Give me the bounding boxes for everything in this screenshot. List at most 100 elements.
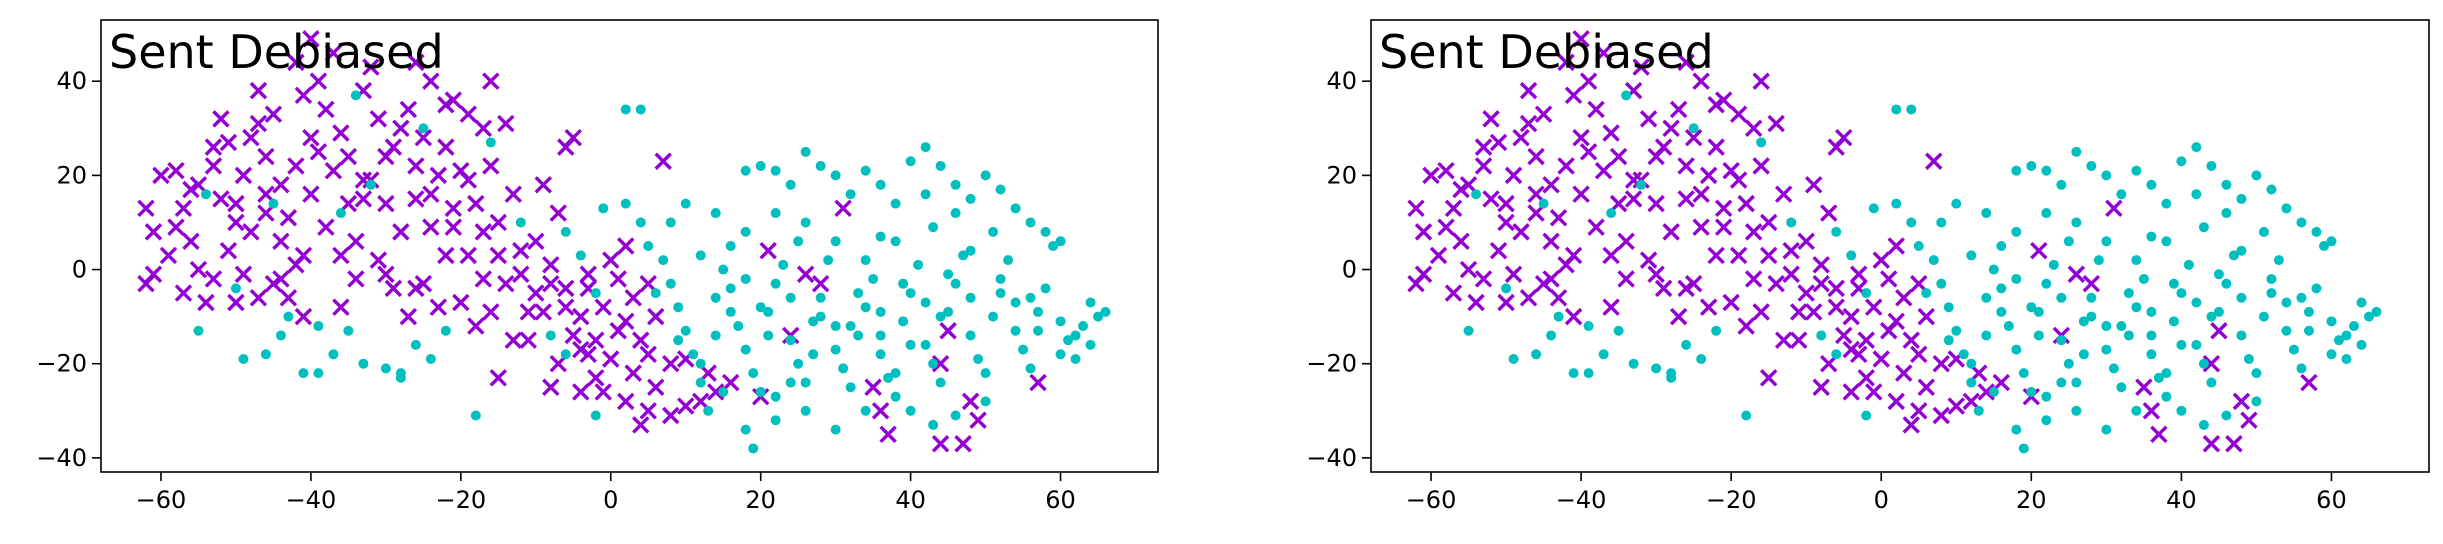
dot-marker-point	[920, 297, 931, 308]
dot-marker-point	[410, 339, 421, 350]
dot-marker-point	[785, 292, 796, 303]
dot-marker-point	[680, 325, 691, 336]
x-marker-point	[1789, 303, 1808, 321]
x-marker-point	[272, 232, 290, 250]
dot-marker-point	[1568, 368, 1579, 379]
x-marker-point	[1609, 194, 1628, 213]
dot-marker-point	[740, 165, 751, 176]
dot-marker-point	[418, 123, 429, 134]
x-axis: −60 −40 −20 0 20 40 60	[136, 472, 1076, 514]
x-marker-point	[302, 30, 320, 48]
dot-marker-point	[950, 278, 961, 289]
dot-marker-point	[1003, 255, 1014, 266]
x-marker-point	[1774, 331, 1793, 349]
dot-marker-point	[2266, 184, 2277, 195]
dot-marker-point	[853, 330, 864, 341]
dot-marker-point	[665, 217, 676, 228]
dot-marker-point	[425, 354, 436, 364]
dot-marker-point	[1951, 325, 1962, 336]
x-marker-point	[1789, 331, 1808, 349]
x-marker-point	[1737, 317, 1755, 335]
dot-marker-point	[268, 198, 279, 209]
dot-marker-point	[965, 330, 976, 341]
x-marker-point	[1767, 114, 1785, 133]
dot-marker-point	[725, 283, 736, 294]
dot-marker-point	[1025, 363, 1036, 374]
x-marker-point	[572, 383, 590, 401]
dot-marker-point	[2116, 189, 2127, 200]
dot-marker-point	[2026, 386, 2037, 397]
dot-marker-point	[800, 377, 811, 388]
x-tick-label: −20	[436, 486, 487, 514]
x-marker-point	[467, 317, 485, 335]
dot-marker-point	[2303, 306, 2314, 317]
x-marker-point	[699, 364, 717, 382]
x-marker-point	[467, 194, 485, 213]
x-marker-point	[384, 279, 403, 298]
x-marker-point	[1729, 105, 1748, 123]
dot-marker-point	[2221, 278, 2232, 289]
x-marker-point	[1962, 392, 1980, 411]
x-marker-point	[204, 138, 223, 156]
x-marker-point	[1587, 100, 1605, 119]
dot-marker-point	[1010, 325, 1021, 336]
x-marker-point	[1744, 270, 1763, 288]
x-marker-point	[182, 232, 200, 250]
x-marker-point	[459, 246, 478, 265]
x-marker-point	[1587, 218, 1605, 236]
dot-marker-point	[808, 316, 819, 327]
x-marker-point	[527, 284, 545, 302]
dot-marker-point	[2266, 288, 2277, 299]
x-marker-point	[624, 364, 642, 382]
dot-marker-point	[875, 330, 886, 341]
x-marker-point	[1489, 242, 1508, 260]
dot-marker-point	[1756, 137, 1767, 148]
x-marker-point	[1564, 307, 1583, 326]
x-marker-point	[249, 114, 268, 133]
x-marker-point	[159, 246, 178, 265]
dot-marker-point	[2251, 396, 2262, 407]
dot-marker-point	[2011, 273, 2022, 284]
x-marker-point	[1917, 378, 1935, 396]
x-marker-point	[1857, 331, 1875, 349]
x-marker-point	[504, 331, 523, 349]
dot-marker-point	[695, 358, 706, 369]
dot-marker-point	[2026, 302, 2037, 313]
x-marker-point	[1910, 402, 1928, 420]
x-marker-point	[137, 199, 155, 218]
x-marker-point	[1414, 223, 1433, 241]
x-marker-point	[564, 129, 582, 147]
y-tick-label: 40	[56, 67, 87, 95]
dot-marker-point	[1100, 306, 1111, 317]
x-marker-point	[1947, 397, 1965, 415]
dot-marker-point	[680, 198, 691, 209]
dot-marker-point	[1891, 198, 1902, 209]
dot-marker-point	[2146, 330, 2157, 341]
x-marker-point	[1902, 416, 1920, 434]
x-marker-point	[429, 298, 448, 316]
x-marker-point	[1572, 129, 1590, 147]
dot-marker-point	[2116, 321, 2127, 332]
dot-marker-point	[230, 283, 241, 294]
x-marker-point	[362, 58, 380, 76]
dot-marker-point	[943, 306, 954, 317]
dot-marker-point	[950, 410, 961, 421]
x-axis: −60 −40 −20 0 20 40 60	[1406, 472, 2347, 514]
x-marker-point	[2030, 242, 2048, 260]
dot-marker-point	[1688, 123, 1699, 134]
dot-marker-point	[2206, 377, 2217, 388]
dot-marker-point	[920, 189, 931, 200]
dot-marker-point	[1906, 104, 1917, 115]
x-marker-point	[1459, 260, 1478, 279]
dot-marker-point	[2056, 179, 2067, 190]
x-marker-point	[1895, 289, 1913, 307]
x-marker-point	[639, 274, 657, 293]
dot-marker-point	[830, 236, 841, 247]
x-marker-point	[377, 194, 395, 213]
x-marker-point	[557, 279, 575, 298]
dot-marker-point	[2333, 335, 2344, 346]
x-marker-point	[549, 355, 567, 373]
dot-marker-point	[545, 330, 556, 341]
dot-marker-point	[313, 321, 324, 332]
x-marker-point	[1489, 133, 1508, 152]
